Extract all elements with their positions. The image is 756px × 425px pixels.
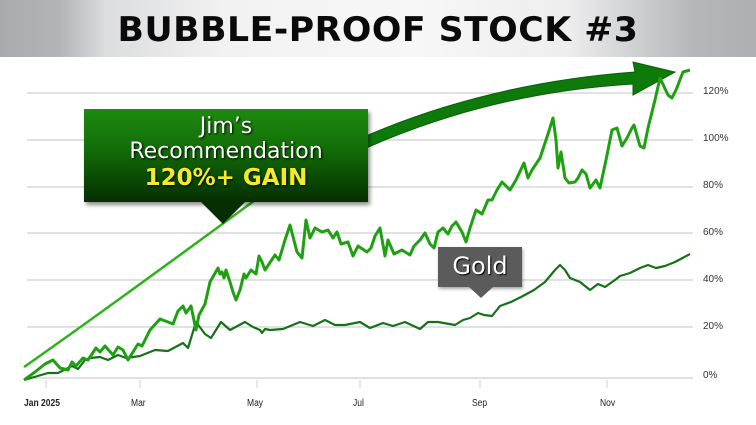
x-tick-label: Sep (472, 398, 488, 409)
gold-callout-pointer (469, 287, 493, 298)
gold-callout: Gold (438, 247, 522, 287)
stock-line (23, 68, 691, 382)
callout-pointer (201, 202, 245, 224)
gold-label: Gold (452, 252, 508, 280)
y-tick-label: 40% (703, 274, 724, 285)
recommendation-callout: Jim’s Recommendation 120%+ GAIN (84, 109, 368, 202)
page-title: BUBBLE-PROOF STOCK #3 (117, 10, 639, 50)
y-tick-label: 120% (703, 86, 729, 97)
x-tick-label: Jan 2025 (24, 398, 60, 409)
y-tick-label: 100% (703, 133, 729, 144)
y-tick-label: 0% (703, 370, 718, 381)
gain-arrow (284, 61, 677, 186)
x-tick-label: Nov (600, 398, 616, 409)
y-tick-label: 60% (703, 227, 724, 238)
x-tick-label: Jul (353, 398, 364, 409)
x-tick-label: Mar (131, 398, 146, 409)
callout-line-1: Jim’s (199, 114, 253, 139)
y-tick-label: 80% (703, 180, 724, 191)
callout-line-2: Recommendation (129, 139, 323, 164)
y-tick-label: 20% (703, 321, 724, 332)
gold-line (23, 253, 691, 382)
x-tick-label: May (247, 398, 264, 409)
x-tick-marks (45, 380, 608, 388)
callout-gain: 120%+ GAIN (144, 165, 308, 191)
title-banner: BUBBLE-PROOF STOCK #3 (0, 0, 756, 57)
